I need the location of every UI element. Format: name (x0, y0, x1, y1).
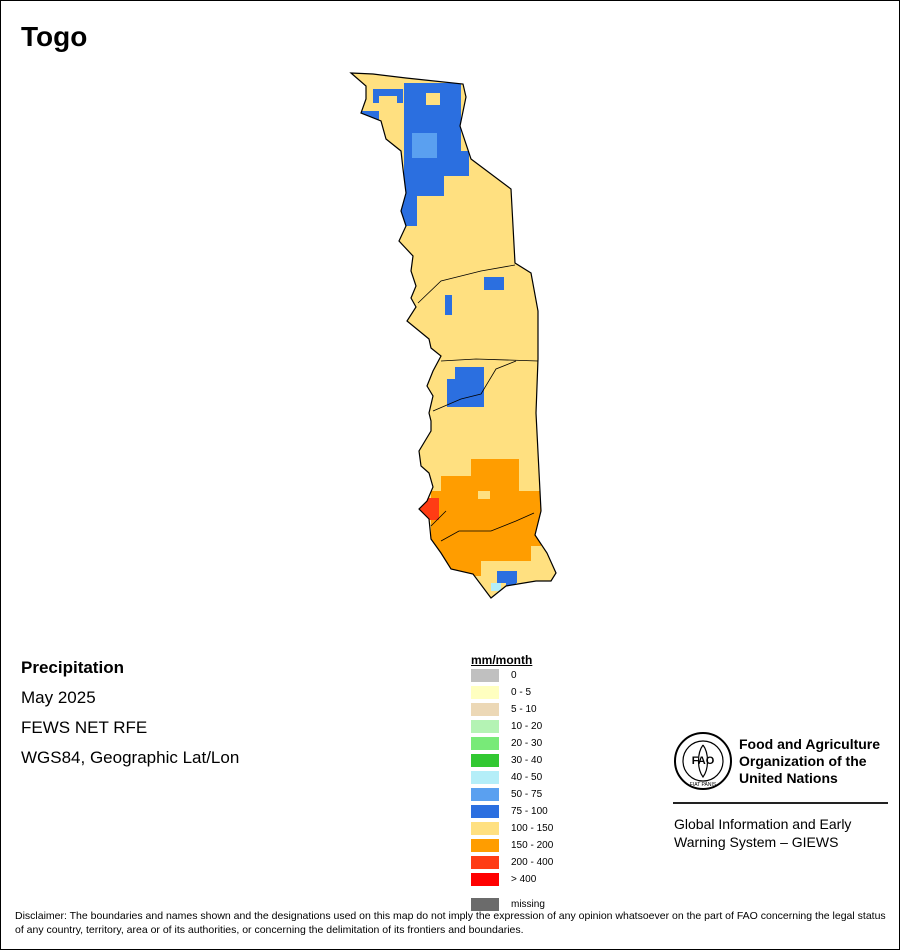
rainfall-class-40-50 (491, 583, 501, 591)
legend-label: 5 - 10 (511, 704, 537, 715)
rainfall-class-75-100 (445, 295, 452, 315)
legend-swatch (471, 669, 499, 682)
rainfall-class-100-150 (478, 491, 490, 499)
legend-swatch (471, 720, 499, 733)
rainfall-class-100-150 (426, 93, 440, 105)
map-projection: WGS84, Geographic Lat/Lon (21, 748, 240, 767)
fao-name-line-3: United Nations (739, 770, 838, 786)
legend-swatch (471, 873, 499, 886)
map-source: FEWS NET RFE (21, 718, 148, 737)
rainfall-class-75-100 (484, 277, 504, 290)
legend-label: 0 - 5 (511, 687, 532, 698)
fao-organization-name: Food and Agriculture Organization of the… (739, 736, 899, 787)
rainfall-class-100-150 (447, 367, 455, 379)
rainfall-class-100-150 (431, 476, 441, 491)
legend-swatch (471, 788, 499, 801)
legend-label: 75 - 100 (511, 806, 548, 817)
legend-swatch (471, 856, 499, 869)
map-variable: Precipitation (21, 658, 124, 677)
logo-divider (673, 802, 888, 804)
legend-items: 0 0 - 5 5 - 10 10 - 20 20 - 30 30 - 40 40 - 50… (471, 667, 651, 927)
precipitation-map (350, 72, 557, 599)
legend-label: 0 (511, 670, 517, 681)
legend-swatch (471, 771, 499, 784)
legend-label: 150 - 200 (511, 840, 554, 851)
rainfall-class-100-150 (444, 176, 469, 196)
legend-label: 20 - 30 (511, 738, 543, 749)
giews-line-2: Warning System – GIEWS (674, 834, 839, 850)
legend-swatch (471, 822, 499, 835)
legend-title: mm/month (471, 653, 533, 667)
region-boundary (440, 358, 539, 362)
fao-emblem-icon: FAO FIAT PANIS (674, 732, 732, 790)
fao-emblem-text: FAO (692, 755, 715, 767)
legend-swatch (471, 754, 499, 767)
map-title: Togo (21, 21, 88, 52)
legend-swatch (471, 737, 499, 750)
rainfall-class-75-100 (497, 571, 517, 583)
legend-label: 50 - 75 (511, 789, 543, 800)
region-boundary (432, 360, 517, 412)
legend-swatch (471, 898, 499, 911)
giews-name: Global Information and Early Warning Sys… (674, 815, 894, 851)
region-boundary (440, 512, 535, 542)
legend-label: 40 - 50 (511, 772, 543, 783)
fao-name-line-2: Organization of the (739, 753, 867, 769)
map-period: May 2025 (21, 688, 96, 707)
fao-name-line-1: Food and Agriculture (739, 736, 881, 752)
legend-swatch (471, 839, 499, 852)
rainfall-class-50-75 (412, 133, 437, 158)
legend-swatch (471, 703, 499, 716)
region-boundary (430, 510, 447, 527)
rainfall-class-200-400 (419, 498, 439, 520)
disclaimer: Disclaimer: The boundaries and names sho… (15, 910, 886, 936)
giews-line-1: Global Information and Early (674, 816, 852, 832)
legend-label: 100 - 150 (511, 823, 554, 834)
legend-label: 30 - 40 (511, 755, 543, 766)
legend-swatch (471, 805, 499, 818)
fao-emblem-motto: FIAT PANIS (690, 782, 717, 788)
legend: mm/month 0 0 - 5 5 - 10 10 - 20 20 - 30 30 - … (471, 653, 651, 927)
legend-label: 200 - 400 (511, 857, 554, 868)
legend-label: missing (511, 899, 545, 910)
legend-label: 10 - 20 (511, 721, 543, 732)
legend-label: > 400 (511, 874, 537, 885)
rainfall-class-150-200 (451, 546, 481, 576)
rainfall-class-100-150 (519, 476, 544, 491)
rainfall-class-100-150 (379, 96, 397, 106)
region-boundary (417, 264, 516, 304)
legend-swatch (471, 686, 499, 699)
